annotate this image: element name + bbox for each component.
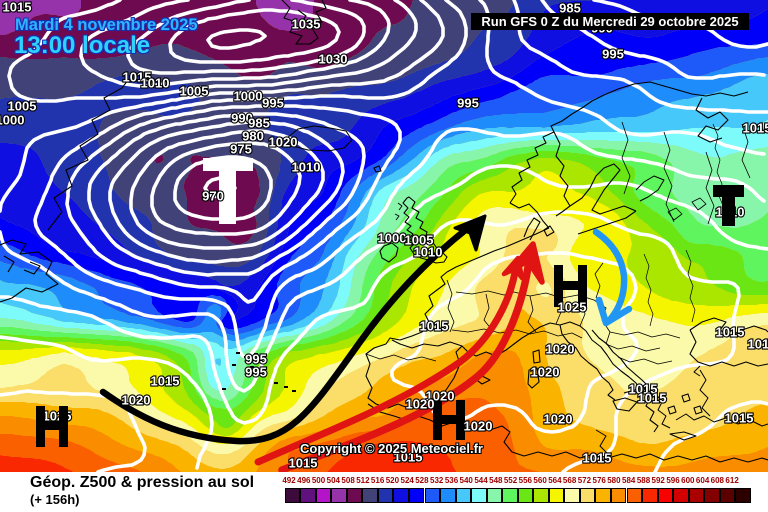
svg-text:995: 995 (262, 95, 284, 110)
svg-text:1005: 1005 (180, 83, 209, 98)
svg-text:1015: 1015 (289, 455, 318, 470)
svg-text:1015: 1015 (725, 410, 754, 425)
svg-text:1015: 1015 (3, 0, 32, 14)
svg-text:1030: 1030 (319, 51, 348, 66)
svg-text:1015: 1015 (638, 390, 667, 405)
svg-text:1015: 1015 (123, 69, 152, 84)
svg-text:1000: 1000 (234, 88, 263, 103)
svg-text:1035: 1035 (292, 16, 321, 31)
svg-text:1005: 1005 (8, 98, 37, 113)
svg-text:1000: 1000 (378, 230, 407, 245)
svg-text:1020: 1020 (426, 388, 455, 403)
svg-text:1020: 1020 (122, 392, 151, 407)
svg-text:990: 990 (231, 110, 253, 125)
svg-text:975: 975 (230, 141, 252, 156)
svg-text:1020: 1020 (531, 364, 560, 379)
svg-text:1010: 1010 (292, 159, 321, 174)
svg-text:1020: 1020 (546, 341, 575, 356)
svg-text:1010: 1010 (141, 75, 170, 90)
svg-text:970: 970 (202, 188, 224, 203)
svg-text:1015: 1015 (420, 318, 449, 333)
svg-text:1015: 1015 (151, 373, 180, 388)
svg-text:1000: 1000 (0, 112, 24, 127)
svg-text:1015: 1015 (748, 336, 768, 351)
svg-text:985: 985 (248, 115, 270, 130)
svg-text:995: 995 (457, 95, 479, 110)
svg-text:1015: 1015 (629, 381, 658, 396)
svg-text:1005: 1005 (405, 232, 434, 247)
svg-text:1015: 1015 (583, 450, 612, 465)
svg-text:1020: 1020 (269, 134, 298, 149)
svg-text:1020: 1020 (406, 396, 435, 411)
svg-text:1015: 1015 (743, 120, 768, 135)
svg-text:1020: 1020 (544, 411, 573, 426)
svg-text:1010: 1010 (414, 244, 443, 259)
svg-text:1015: 1015 (394, 449, 423, 464)
svg-text:980: 980 (242, 128, 264, 143)
svg-text:995: 995 (245, 364, 267, 379)
svg-text:1025: 1025 (558, 299, 587, 314)
svg-text:1020: 1020 (464, 418, 493, 433)
svg-text:995: 995 (245, 351, 267, 366)
svg-text:985: 985 (559, 0, 581, 15)
svg-text:1015: 1015 (716, 324, 745, 339)
svg-text:995: 995 (602, 46, 624, 61)
